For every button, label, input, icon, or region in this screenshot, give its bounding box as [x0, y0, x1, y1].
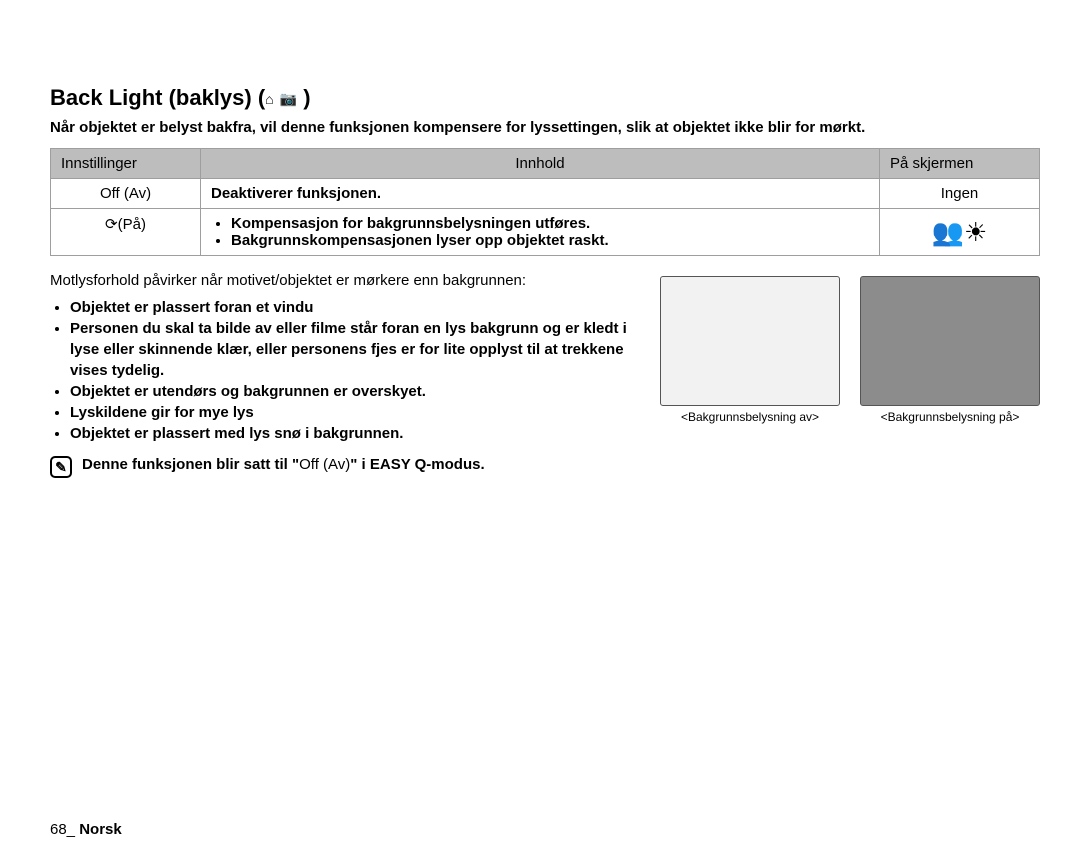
page-lang: Norsk: [79, 821, 122, 838]
image-on-column: <Bakgrunnsbelysning på>: [860, 276, 1040, 424]
intro-text: Når objektet er belyst bakfra, vil denne…: [50, 117, 1040, 138]
th-content: Innhold: [201, 149, 880, 179]
cell-on-desc: Kompensasjon for bakgrunnsbelysningen ut…: [201, 209, 880, 256]
page-footer: 68_ Norsk: [50, 821, 122, 838]
note-icon: ✎: [50, 456, 72, 478]
example-images: <Bakgrunnsbelysning av> <Bakgrunnsbelysn…: [660, 276, 1040, 424]
table-row: ⟳(På) Kompensasjon for bakgrunnsbelysnin…: [51, 209, 1040, 256]
cell-off-desc-text: Deaktiverer funksjonen.: [211, 185, 381, 202]
table-header-row: Innstillinger Innhold På skjermen: [51, 149, 1040, 179]
camera-mode-icon: 📷: [280, 91, 297, 107]
on-setting-text: (På): [118, 216, 146, 233]
heading-text-close: ): [297, 85, 310, 110]
section-heading: Back Light (baklys) (⌂ 📷 ): [50, 85, 1040, 111]
note-mid: Off (Av): [299, 456, 350, 473]
list-item: Objektet er plassert foran et vindu: [70, 297, 640, 318]
list-item: Personen du skal ta bilde av eller filme…: [70, 318, 640, 381]
note-text: Denne funksjonen blir satt til "Off (Av)…: [82, 456, 485, 473]
th-onscreen: På skjermen: [880, 149, 1040, 179]
image-backlight-off: [660, 276, 840, 406]
conditions-list: Objektet er plassert foran et vindu Pers…: [50, 297, 640, 444]
note-row: ✎ Denne funksjonen blir satt til "Off (A…: [50, 456, 640, 478]
video-mode-icon: ⌂: [265, 91, 273, 107]
on-setting-icon: ⟳: [105, 216, 118, 233]
backlight-comp-icon: 👥☀: [932, 219, 988, 245]
manual-page: Back Light (baklys) (⌂ 📷 ) Når objektet …: [0, 0, 1080, 866]
caption-backlight-off: <Bakgrunnsbelysning av>: [660, 410, 840, 424]
lead-text: Motlysforhold påvirker når motivet/objek…: [50, 272, 640, 289]
cell-on-screen: 👥☀: [880, 209, 1040, 256]
note-post: " i EASY Q-modus.: [350, 456, 484, 473]
heading-text-main: Back Light (baklys) (: [50, 85, 265, 110]
body-text-column: Motlysforhold påvirker når motivet/objek…: [50, 272, 640, 478]
cell-off-setting: Off (Av): [51, 179, 201, 209]
cell-on-setting: ⟳(På): [51, 209, 201, 256]
on-desc-li2: Bakgrunnskompensasjonen lyser opp objekt…: [231, 232, 869, 249]
list-item: Objektet er plassert med lys snø i bakgr…: [70, 423, 640, 444]
cell-off-screen: Ingen: [880, 179, 1040, 209]
settings-table: Innstillinger Innhold På skjermen Off (A…: [50, 148, 1040, 256]
list-item: Lyskildene gir for mye lys: [70, 402, 640, 423]
page-number: 68_: [50, 821, 75, 838]
cell-off-desc: Deaktiverer funksjonen.: [201, 179, 880, 209]
on-desc-li1: Kompensasjon for bakgrunnsbelysningen ut…: [231, 215, 869, 232]
th-settings: Innstillinger: [51, 149, 201, 179]
after-table-block: Motlysforhold påvirker når motivet/objek…: [50, 272, 1040, 478]
note-pre: Denne funksjonen blir satt til ": [82, 456, 299, 473]
table-row: Off (Av) Deaktiverer funksjonen. Ingen: [51, 179, 1040, 209]
image-backlight-on: [860, 276, 1040, 406]
list-item: Objektet er utendørs og bakgrunnen er ov…: [70, 381, 640, 402]
image-off-column: <Bakgrunnsbelysning av>: [660, 276, 840, 424]
caption-backlight-on: <Bakgrunnsbelysning på>: [860, 410, 1040, 424]
